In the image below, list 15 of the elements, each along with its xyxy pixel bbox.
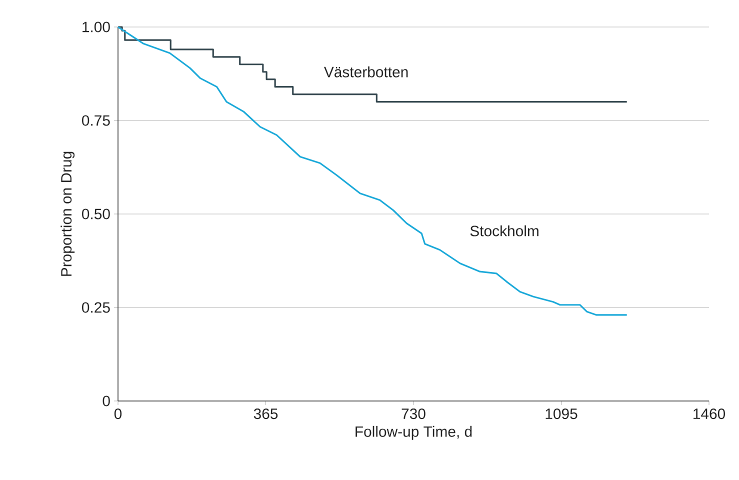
x-tick-label: 1095	[546, 408, 578, 420]
series-label: Västerbotten	[324, 66, 408, 78]
x-tick-label: 0	[114, 408, 122, 420]
y-tick-label: 0.50	[82, 208, 110, 220]
y-tick-label: 0	[102, 396, 110, 406]
series-label: Stockholm	[470, 225, 538, 236]
line-series	[117, 26, 628, 316]
x-tick-label: 730	[402, 408, 426, 420]
x-axis-title: Follow-up Time, d	[356, 426, 472, 440]
y-tick-label: 0.25	[82, 302, 110, 313]
x-tick-label: 365	[254, 408, 278, 420]
x-tick-label: 1460	[694, 408, 726, 420]
y-axis-title: Proportion on Drug	[60, 152, 75, 276]
y-tick-label: 0.75	[82, 115, 110, 126]
y-tick-label: 1.00	[82, 22, 110, 32]
